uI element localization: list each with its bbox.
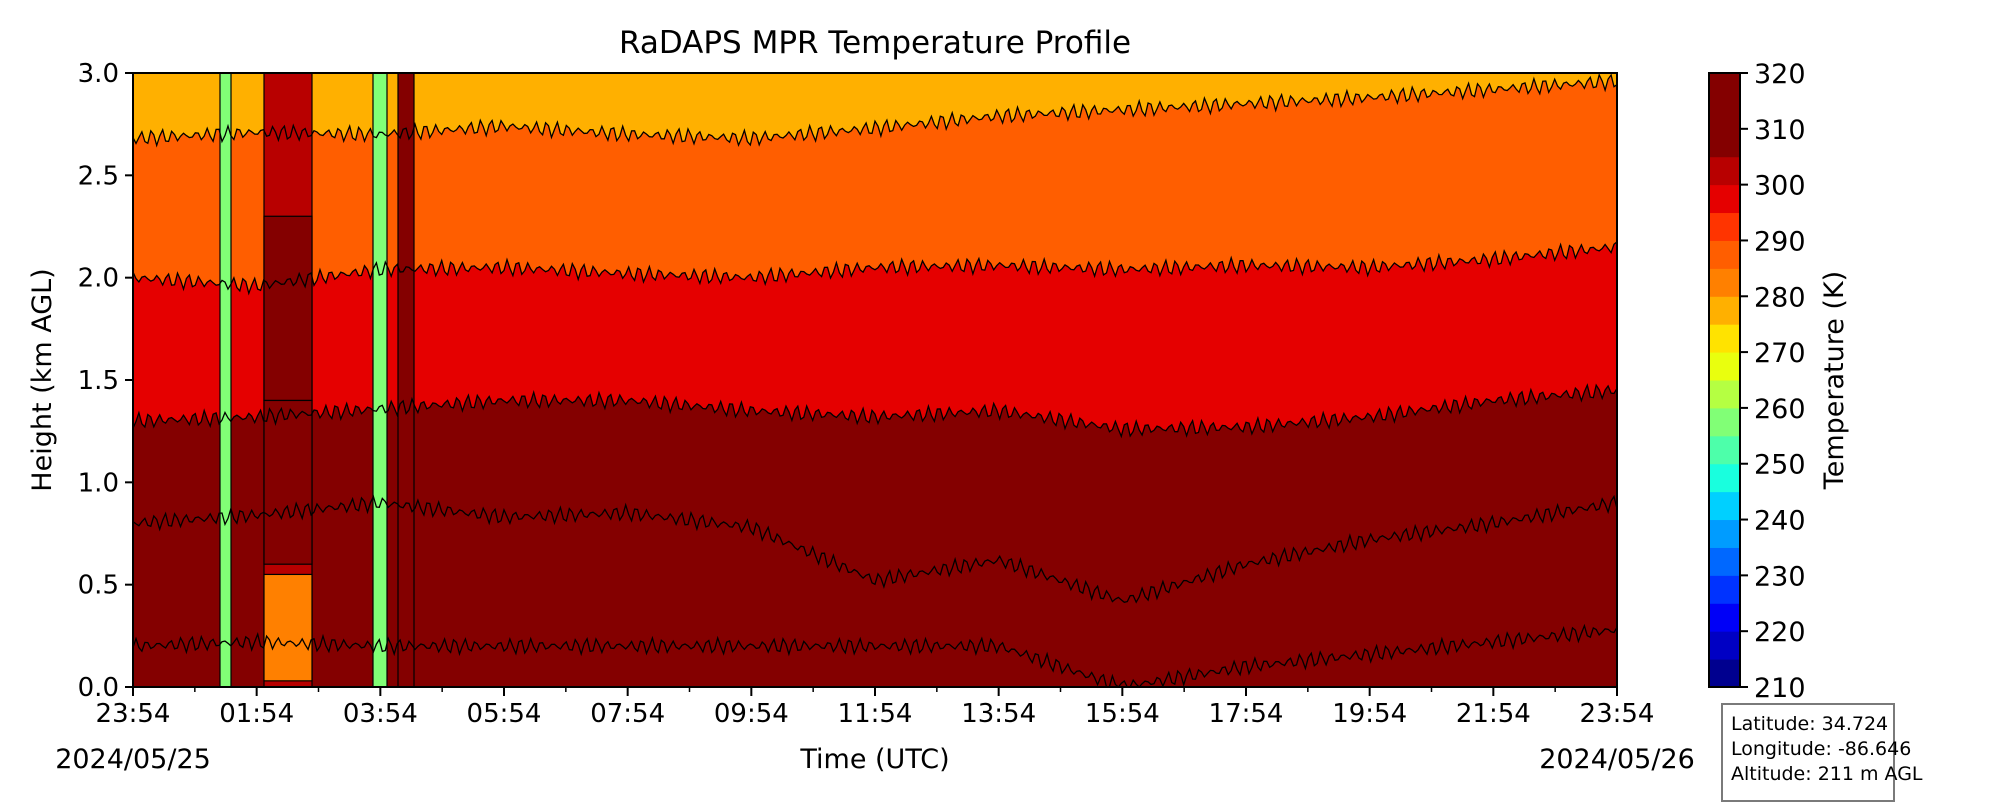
x-tick-label: 21:54 bbox=[1456, 699, 1531, 729]
colorbar-tick-label: 260 bbox=[1754, 394, 1806, 425]
colorbar-tick-label: 220 bbox=[1754, 617, 1806, 648]
altitude-text: Altitude: 211 m AGL bbox=[1731, 763, 1923, 785]
band-305 bbox=[133, 385, 1617, 603]
latitude-text: Latitude: 34.724 bbox=[1731, 713, 1889, 735]
colorbar: 210 220 230 240 250 260 270 280 290 300 310 320 bbox=[1709, 59, 1806, 704]
colorbar-band bbox=[1709, 463, 1740, 493]
y-axis-label: Height (km AGL) bbox=[27, 268, 58, 491]
band-315 bbox=[133, 496, 1617, 687]
x-axis: 23:54 01:54 03:54 05:54 07:54 09:54 11:54 13:54… bbox=[96, 687, 1655, 729]
colorbar-band bbox=[1709, 73, 1740, 102]
colorbar-band bbox=[1709, 156, 1740, 186]
x-tick-label: 11:54 bbox=[838, 699, 913, 729]
x-tick-label: 13:54 bbox=[961, 699, 1036, 729]
temperature-field bbox=[133, 73, 1617, 687]
artifact-column bbox=[372, 73, 388, 687]
y-axis: 0.0 0.5 1.0 1.5 2.0 2.5 3.0 bbox=[78, 59, 133, 703]
artifact-column bbox=[219, 73, 232, 687]
colorbar-band bbox=[1709, 296, 1740, 325]
colorbar-band bbox=[1709, 324, 1740, 353]
colorbar-frame bbox=[1708, 72, 1741, 688]
band-325 bbox=[133, 625, 1617, 687]
instrument-artifact-columns bbox=[219, 73, 415, 687]
colorbar-band bbox=[1709, 435, 1740, 465]
colorbar-band bbox=[1709, 631, 1740, 660]
y-tick-label: 1.5 bbox=[78, 366, 119, 396]
longitude-text: Longitude: -86.646 bbox=[1731, 738, 1912, 760]
colorbar-tick-label: 270 bbox=[1754, 338, 1806, 369]
band-285 bbox=[133, 74, 1617, 294]
colorbar-band bbox=[1709, 659, 1740, 688]
colorbar-band bbox=[1709, 407, 1740, 437]
colorbar-tick-label: 280 bbox=[1754, 282, 1806, 313]
colorbar-band bbox=[1709, 184, 1740, 214]
colorbar-tick-label: 230 bbox=[1754, 561, 1806, 592]
date-start-label: 2024/05/25 bbox=[55, 744, 211, 775]
x-tick-label: 05:54 bbox=[467, 699, 542, 729]
x-tick-label: 23:54 bbox=[96, 699, 171, 729]
colorbar-band bbox=[1709, 100, 1740, 130]
y-tick-label: 0.5 bbox=[78, 571, 119, 601]
colorbar-tick-label: 320 bbox=[1754, 59, 1806, 90]
y-tick-label: 0.0 bbox=[78, 673, 119, 703]
colorbar-tick-label: 310 bbox=[1754, 115, 1806, 146]
colorbar-band bbox=[1709, 352, 1740, 381]
colorbar-band bbox=[1709, 380, 1740, 409]
y-tick-label: 1.0 bbox=[78, 468, 119, 498]
temperature-contours bbox=[133, 73, 1617, 687]
x-tick-label: 15:54 bbox=[1085, 699, 1160, 729]
chart-title: RaDAPS MPR Temperature Profile bbox=[619, 25, 1131, 61]
y-tick-label: 3.0 bbox=[78, 59, 119, 89]
x-tick-label: 09:54 bbox=[714, 699, 789, 729]
colorbar-band bbox=[1709, 519, 1740, 548]
contour-300 bbox=[133, 383, 1617, 439]
colorbar-band bbox=[1709, 547, 1740, 576]
contour-310 bbox=[133, 494, 1617, 604]
y-tick-label: 2.5 bbox=[78, 161, 119, 191]
colorbar-tick-label: 290 bbox=[1754, 226, 1806, 257]
station-info-box: Latitude: 34.724 Longitude: -86.646 Alti… bbox=[1721, 703, 1923, 802]
colorbar-band bbox=[1709, 491, 1740, 521]
colorbar-tick-label: 250 bbox=[1754, 450, 1806, 481]
x-tick-label: 17:54 bbox=[1209, 699, 1284, 729]
colorbar-band bbox=[1709, 268, 1740, 297]
colorbar-band bbox=[1709, 128, 1740, 158]
date-end-label: 2024/05/26 bbox=[1539, 744, 1695, 775]
colorbar-tick-label: 300 bbox=[1754, 171, 1806, 202]
x-tick-label: 03:54 bbox=[343, 699, 418, 729]
contour-320 bbox=[133, 623, 1617, 687]
artifact-column bbox=[263, 573, 313, 682]
x-tick-label: 01:54 bbox=[219, 699, 294, 729]
colorbar-tick-label: 240 bbox=[1754, 506, 1806, 537]
x-tick-label: 23:54 bbox=[1580, 699, 1655, 729]
colorbar-band bbox=[1709, 240, 1740, 269]
artifact-column bbox=[263, 215, 313, 402]
x-tick-label: 19:54 bbox=[1332, 699, 1407, 729]
colorbar-band bbox=[1709, 212, 1740, 241]
x-tick-label: 07:54 bbox=[590, 699, 665, 729]
colorbar-label: Temperature (K) bbox=[1819, 271, 1850, 490]
artifact-column bbox=[263, 399, 313, 565]
colorbar-tick-label: 210 bbox=[1754, 673, 1806, 704]
colorbar-band bbox=[1709, 575, 1740, 604]
colorbar-band bbox=[1709, 603, 1740, 632]
contour-280 bbox=[133, 73, 1617, 148]
y-tick-label: 2.0 bbox=[78, 264, 119, 294]
artifact-column bbox=[397, 73, 415, 687]
contour-290 bbox=[133, 241, 1617, 296]
x-axis-label: Time (UTC) bbox=[799, 744, 949, 775]
band-295 bbox=[133, 241, 1617, 437]
